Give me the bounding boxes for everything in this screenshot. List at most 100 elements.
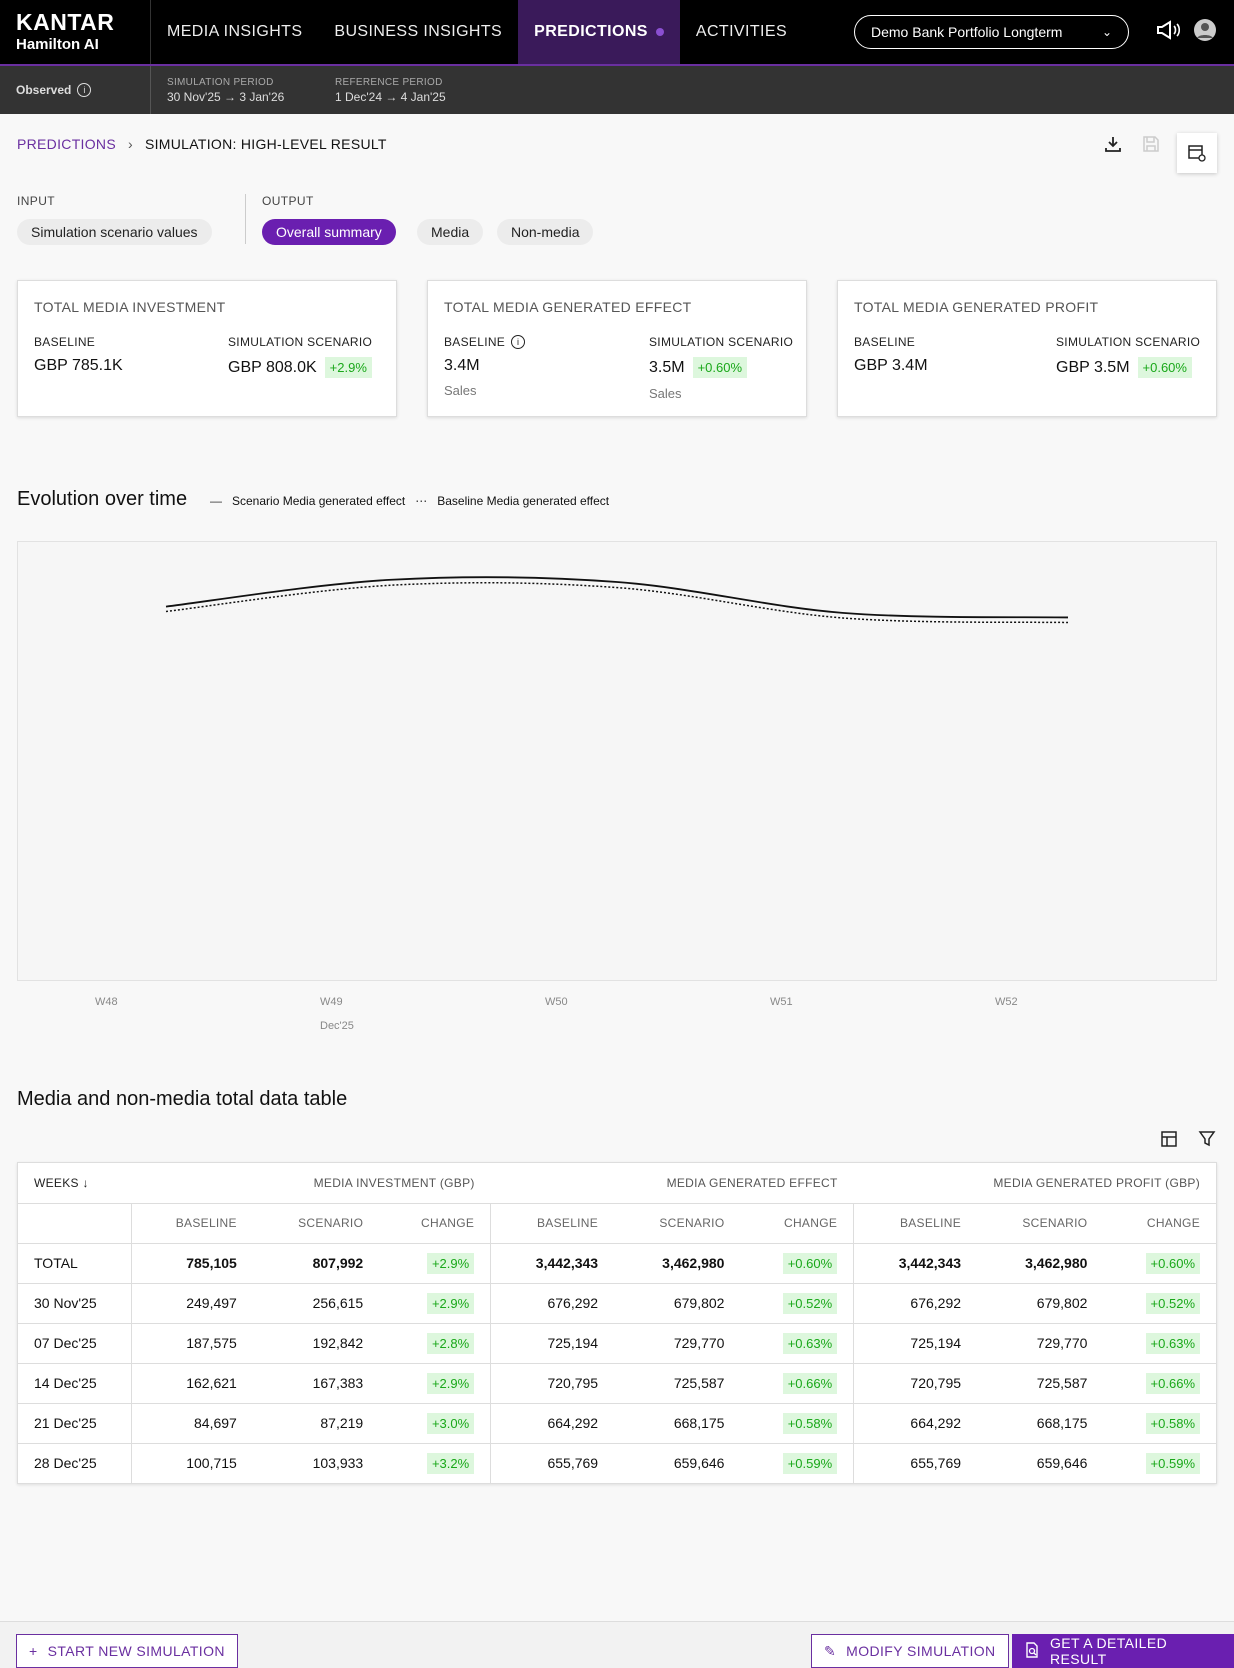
x-tick-label: W50	[545, 996, 568, 1008]
baseline-cell: 3,442,343	[853, 1243, 978, 1284]
observed-toggle[interactable]: Observed i	[0, 66, 151, 114]
megaphone-icon[interactable]	[1156, 20, 1181, 46]
nav-activities[interactable]: ACTIVITIES	[695, 23, 788, 40]
header-change: CHANGE	[379, 1203, 491, 1244]
scenario-cell: 725,587	[614, 1363, 741, 1404]
avatar[interactable]	[1193, 18, 1217, 48]
chip-non-media[interactable]: Non-media	[497, 219, 594, 245]
scenario-cell: 729,770	[977, 1323, 1104, 1364]
baseline-cell: 249,497	[130, 1283, 253, 1324]
output-label: OUTPUT	[262, 194, 314, 208]
baseline-cell: 162,621	[130, 1363, 253, 1404]
chip-simulation-scenario-values[interactable]: Simulation scenario values	[17, 219, 212, 245]
get-detailed-result-button[interactable]: GET A DETAILED RESULT	[1012, 1634, 1234, 1668]
week-cell: 28 Dec'25	[34, 1455, 97, 1472]
baseline-cell: 720,795	[490, 1363, 615, 1404]
kpi-baseline: BASELINE i 3.4M Sales	[444, 335, 526, 398]
kpi-unit: Sales	[444, 383, 477, 398]
portfolio-select[interactable]: Demo Bank Portfolio Longterm ⌄	[854, 15, 1129, 49]
change-badge: +3.2%	[426, 1453, 475, 1475]
chip-overall-summary[interactable]: Overall summary	[262, 219, 396, 245]
change-badge: +2.8%	[426, 1333, 475, 1354]
scenario-cell: 668,175	[977, 1403, 1104, 1444]
weeks-sort-header[interactable]: WEEKS ↓	[18, 1163, 131, 1204]
nav-predictions-label: PREDICTIONS	[534, 23, 648, 40]
kpi-scenario: SIMULATION SCENARIO GBP 3.5M +0.60%	[1056, 335, 1200, 378]
baseline-cell: 3,442,343	[490, 1243, 615, 1284]
change-badge: +3.0%	[426, 1413, 475, 1434]
download-icon[interactable]	[1104, 135, 1122, 158]
chip-media[interactable]: Media	[417, 219, 484, 245]
kpi-card-investment: TOTAL MEDIA INVESTMENT BASELINE GBP 785.…	[17, 280, 397, 417]
breadcrumb-predictions[interactable]: PREDICTIONS	[17, 136, 116, 152]
table-row: 28 Dec'25 100,715 103,933 +3.2% 655,769 659,6…	[18, 1443, 1216, 1483]
simulation-period: SIMULATION PERIOD 30 Nov'25 → 3 Jan'26	[151, 77, 319, 104]
week-cell: 30 Nov'25	[18, 1283, 131, 1324]
save-icon	[1142, 135, 1160, 158]
modify-simulation-button[interactable]: ✎ MODIFY SIMULATION	[811, 1634, 1009, 1668]
header-change: CHANGE	[740, 1203, 854, 1244]
filter-icon[interactable]	[1198, 1130, 1216, 1153]
kpi-baseline-value: 3.4M	[444, 357, 480, 374]
change-cell: +0.66%	[740, 1363, 854, 1404]
group-media-investment: MEDIA INVESTMENT (GBP)	[131, 1163, 491, 1204]
kpi-card-effect: TOTAL MEDIA GENERATED EFFECT BASELINE i …	[427, 280, 807, 417]
header-baseline: BASELINE	[853, 1203, 978, 1244]
week-cell: TOTAL	[18, 1243, 131, 1284]
brand-line1: KANTAR	[16, 9, 115, 35]
kpi-scenario: SIMULATION SCENARIO 3.5M +0.60% Sales	[649, 335, 793, 401]
weeks-header-label: WEEKS	[34, 1175, 79, 1190]
change-cell: +0.60%	[740, 1243, 854, 1284]
kpi-baseline: BASELINE GBP 3.4M	[854, 335, 928, 375]
kpi-scenario-row: GBP 3.5M +0.60%	[1056, 357, 1200, 378]
scenario-cell: 103,933	[312, 1455, 364, 1472]
data-table: WEEKS ↓ MEDIA INVESTMENT (GBP) MEDIA GEN…	[17, 1162, 1217, 1484]
table-settings-button[interactable]	[1177, 133, 1217, 173]
brand-logo[interactable]: KANTAR Hamilton AI	[0, 0, 151, 64]
document-search-icon	[1024, 1641, 1040, 1661]
kpi-scenario-row: GBP 808.0K +2.9%	[228, 357, 372, 378]
kpi-scenario: SIMULATION SCENARIO GBP 808.0K +2.9%	[228, 335, 372, 378]
kpi-scenario-value: GBP 808.0K	[228, 358, 317, 376]
input-label: INPUT	[17, 194, 55, 208]
change-badge: +2.9%	[324, 357, 372, 378]
header-scenario: SCENARIO	[977, 1203, 1104, 1244]
nav-media-insights[interactable]: MEDIA INSIGHTS	[167, 23, 303, 40]
top-nav: KANTAR Hamilton AI MEDIA INSIGHTS BUSINE…	[0, 0, 1234, 66]
modify-simulation-label: MODIFY SIMULATION	[846, 1643, 996, 1659]
scenario-cell: 725,587	[977, 1363, 1104, 1404]
chevron-down-icon: ⌄	[1101, 25, 1112, 39]
table-title: Media and non-media total data table	[17, 1088, 348, 1110]
start-new-simulation-button[interactable]: + START NEW SIMULATION	[16, 1634, 238, 1668]
header-baseline: BASELINE	[490, 1203, 615, 1244]
baseline-cell: 187,575	[130, 1323, 253, 1364]
sub-header: Observed i SIMULATION PERIOD 30 Nov'25 →…	[0, 66, 1234, 114]
x-tick-label: W52	[995, 996, 1018, 1008]
change-badge: +0.59%	[1145, 1453, 1200, 1475]
brand-line2: Hamilton AI	[16, 36, 99, 53]
chevron-right-icon: ›	[127, 136, 133, 152]
legend-dotted-line-icon: ⋯	[415, 494, 428, 508]
kpi-title: TOTAL MEDIA GENERATED EFFECT	[444, 299, 692, 315]
scenario-cell: 167,383	[252, 1363, 380, 1404]
series-line-baseline	[165, 582, 1069, 624]
baseline-cell: 100,715	[130, 1443, 253, 1483]
series-line-scenario	[165, 576, 1069, 619]
nav-business-insights[interactable]: BUSINESS INSIGHTS	[334, 23, 503, 40]
chart-area[interactable]	[17, 541, 1217, 981]
scenario-cell: 807,992	[252, 1243, 380, 1284]
table-layout-icon[interactable]	[1160, 1130, 1178, 1153]
kpi-scenario-label: SIMULATION SCENARIO	[228, 335, 373, 349]
change-badge: +0.58%	[1145, 1413, 1200, 1434]
info-icon[interactable]: i	[511, 335, 526, 349]
start-new-simulation-label: START NEW SIMULATION	[47, 1643, 225, 1659]
nav-predictions[interactable]: PREDICTIONS	[518, 0, 680, 64]
baseline-cell: 785,105	[130, 1243, 253, 1284]
simulation-period-value: 30 Nov'25 → 3 Jan'26	[167, 89, 285, 104]
table-row: TOTAL 785,105 807,992 +2.9% 3,442,343 3,462,9…	[18, 1243, 1216, 1284]
change-cell: +0.66%	[1103, 1363, 1216, 1404]
info-icon[interactable]: i	[77, 83, 92, 97]
chart-legend: — Scenario Media generated effect ⋯ Base…	[210, 494, 609, 508]
change-badge: +0.58%	[782, 1413, 838, 1434]
change-badge: +2.9%	[426, 1293, 475, 1314]
